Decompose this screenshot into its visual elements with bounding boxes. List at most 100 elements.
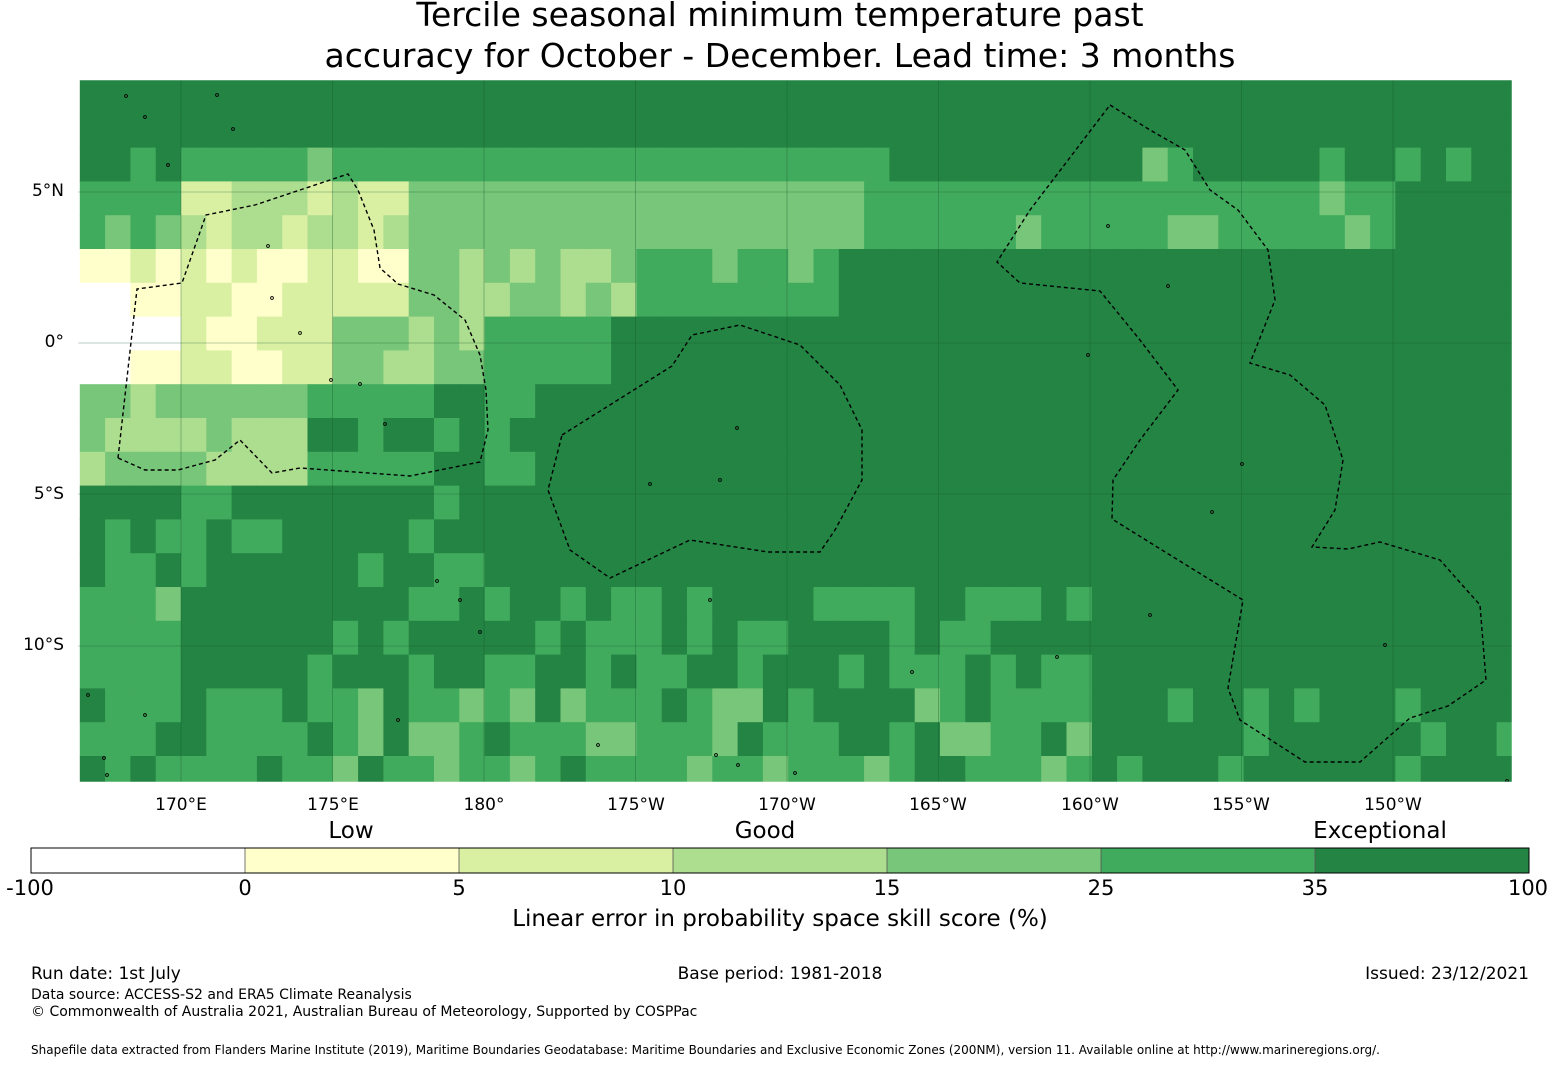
island-outline [231,127,235,131]
grid-cell [231,722,258,757]
colorbar-title: Linear error in probability space skill … [512,906,1048,932]
grid-cell [358,418,384,453]
grid-cell [687,316,713,351]
grid-cell [484,756,511,782]
grid-cell [459,147,486,182]
grid-cell [358,350,384,385]
grid-cell [307,316,334,351]
grid-cell [1268,249,1295,284]
grid-cell [1117,147,1143,182]
grid-cell [636,485,663,520]
grid-cell [914,384,941,419]
grid-cell [1218,756,1245,782]
grid-cell [1041,553,1068,588]
grid-cell [864,384,890,419]
grid-cell [1218,282,1245,318]
grid-cell [762,113,789,149]
grid-cell [1395,249,1422,284]
grid-cell [408,215,435,250]
grid-cell [661,519,688,554]
grid-cell [914,147,941,182]
grid-cell [1142,181,1169,216]
colorbar-tick: 5 [452,876,466,900]
grid-cell [560,80,587,115]
island-outline [435,579,439,583]
grid-cell [130,722,157,757]
grid-cell [256,316,283,351]
grid-cell [1268,418,1295,453]
grid-cell [1066,80,1093,115]
grid-cell [560,181,587,216]
grid-cell [231,418,258,453]
grid-cell [737,620,764,656]
grid-cell [611,688,637,723]
grid-cell [1294,654,1321,689]
grid-cell [1420,620,1447,656]
grid-cell [1319,620,1346,656]
grid-cell [762,316,789,351]
grid-cell [1319,654,1346,689]
grid-cell [1395,215,1422,250]
grid-cell [1041,384,1068,419]
colorbar-segment [459,848,674,873]
grid-cell [358,688,384,723]
grid-cell [914,587,941,622]
grid-cell [1218,519,1245,554]
grid-cell [1243,756,1270,782]
grid-cell [762,384,789,419]
grid-cell [130,147,157,182]
grid-cell [130,350,157,385]
grid-cell [636,316,663,351]
grid-cell [206,113,233,149]
grid-cell [383,316,410,351]
grid-cell [1395,519,1422,554]
grid-cell [206,384,233,419]
grid-cell [1142,519,1169,554]
grid-cell [155,654,182,689]
grid-cell [535,451,562,487]
grid-cell [1370,553,1396,588]
grid-cell [1117,553,1143,588]
grid-cell [585,384,612,419]
grid-cell [332,249,359,284]
grid-cell [307,215,334,250]
grid-cell [130,418,157,453]
grid-cell [940,688,966,723]
grid-cell [965,688,992,723]
grid-cell [1446,722,1472,757]
grid-cell [1066,688,1093,723]
grid-cell [130,249,157,284]
grid-cell [1319,384,1346,419]
grid-cell [611,350,637,385]
grid-cell [788,249,815,284]
island-outline [910,670,914,674]
grid-cell [484,418,511,453]
grid-cell [712,113,739,149]
grid-cell [282,620,309,656]
island-outline [105,773,109,777]
grid-cell [965,147,992,182]
grid-cell [1319,181,1346,216]
grid-cell [1193,654,1219,689]
grid-cell [560,113,587,149]
island-outline [793,771,797,775]
grid-cell [1091,688,1118,723]
grid-cell [788,215,815,250]
grid-cell [358,519,384,554]
grid-cell [1218,485,1245,520]
grid-cell [838,485,865,520]
grid-cell [307,553,334,588]
grid-cell [661,282,688,318]
grid-cell [79,756,106,782]
grid-cell [1142,215,1169,250]
grid-cell [864,282,890,318]
grid-cell [965,451,992,487]
grid-cell [1243,384,1270,419]
grid-cell [940,113,966,149]
run-date: Run date: 1st July [31,964,181,984]
grid-cell [1446,485,1472,520]
grid-cell [813,451,840,487]
grid-cell [408,688,435,723]
grid-cell [762,587,789,622]
grid-cell [1319,249,1346,284]
